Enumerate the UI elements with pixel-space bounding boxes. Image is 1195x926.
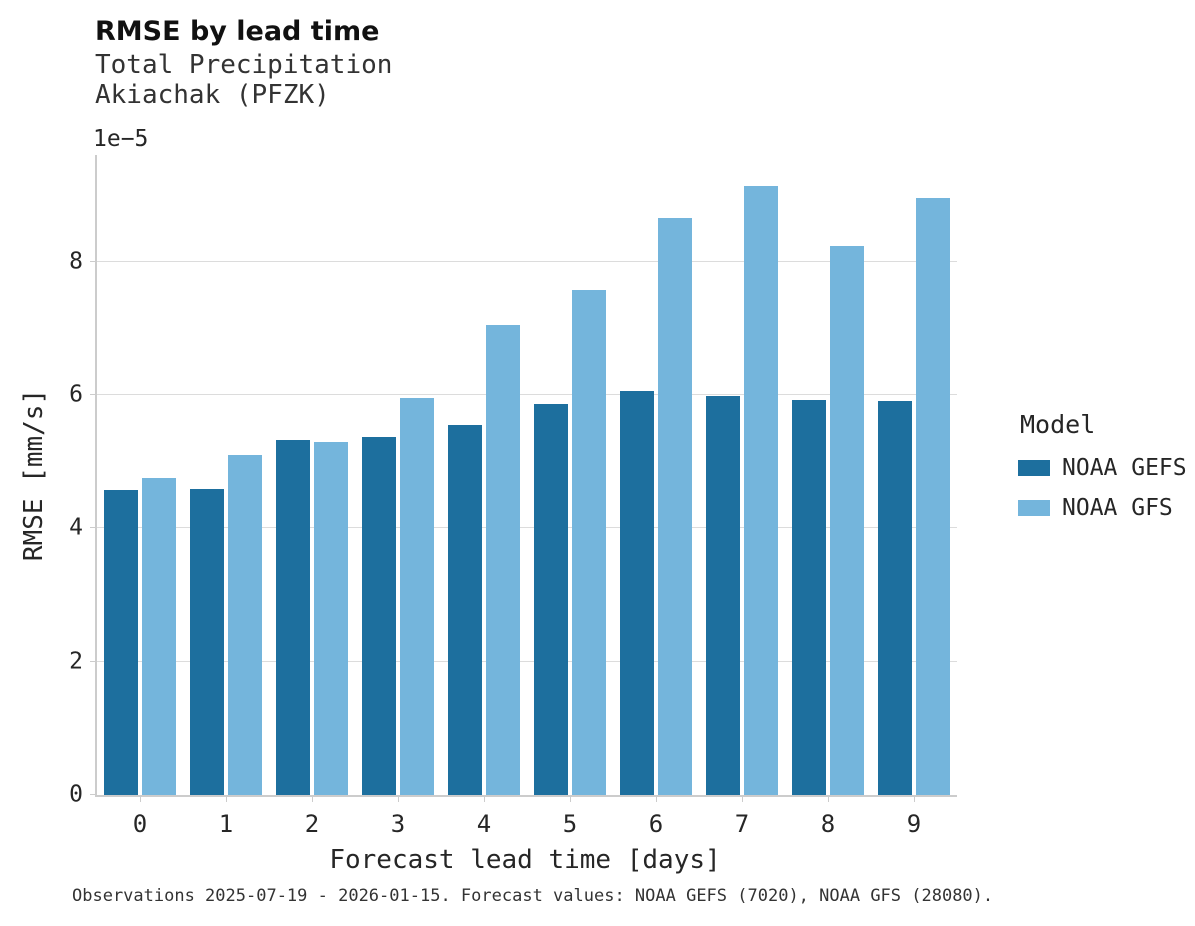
x-axis-label: Forecast lead time [days]: [329, 845, 721, 875]
x-tick-mark: [913, 795, 915, 802]
bar-group: [441, 155, 527, 795]
legend: Model NOAA GEFS NOAA GFS: [1018, 410, 1187, 535]
bar-group: [183, 155, 269, 795]
x-tick-label: 4: [476, 810, 492, 838]
y-tick-mark: [90, 660, 97, 662]
y-tick-label: 8: [69, 248, 83, 275]
plot-area: 0 1 2 3 4 5 6 7 8 9 0 2 4 6 8: [69, 155, 957, 838]
x-tick-label: 9: [906, 810, 922, 838]
x-tick-label: 6: [648, 810, 664, 838]
legend-swatch: [1018, 460, 1050, 476]
x-tick-label: 8: [820, 810, 836, 838]
chart-subtitle-variable: Total Precipitation: [95, 50, 393, 80]
x-tick-label: 2: [304, 810, 320, 838]
bar-noaa-gefs: [190, 489, 224, 795]
gridline: [97, 527, 957, 529]
y-tick-mark: [90, 527, 97, 529]
bar-noaa-gefs: [448, 425, 482, 795]
bar-noaa-gefs: [534, 403, 568, 795]
y-tick-label: 6: [69, 381, 83, 408]
chart-title: RMSE by lead time: [95, 16, 380, 47]
x-tick-cell: 6: [613, 795, 699, 838]
legend-label: NOAA GEFS: [1062, 455, 1187, 481]
x-tick-cell: 1: [183, 795, 269, 838]
y-tick-mark: [90, 794, 97, 795]
bar-group: [699, 155, 785, 795]
bar-group: [269, 155, 355, 795]
legend-label: NOAA GFS: [1062, 495, 1173, 521]
x-tick-cell: 3: [355, 795, 441, 838]
legend-entries: NOAA GEFS NOAA GFS: [1018, 455, 1187, 521]
bar-noaa-gefs: [878, 401, 912, 795]
bar-noaa-gfs: [916, 198, 950, 795]
bar-noaa-gfs: [142, 477, 176, 795]
y-tick-mark: [90, 394, 97, 395]
caption-text: Observations 2025-07-19 - 2026-01-15. Fo…: [72, 886, 994, 906]
bar-noaa-gefs: [620, 391, 654, 795]
x-tick-cell: 4: [441, 795, 527, 838]
bar-noaa-gfs: [744, 186, 778, 795]
x-tick-row: 0 1 2 3 4 5 6 7 8 9: [97, 795, 957, 838]
bar-noaa-gfs: [572, 289, 606, 795]
bar-noaa-gefs: [276, 439, 310, 795]
x-tick-cell: 9: [871, 795, 957, 838]
bar-group: [613, 155, 699, 795]
bar-noaa-gfs: [314, 441, 348, 795]
x-tick-label: 1: [218, 810, 234, 838]
x-tick-mark: [655, 795, 657, 802]
bar-noaa-gfs: [486, 325, 520, 795]
x-tick-cell: 7: [699, 795, 785, 838]
bar-noaa-gefs: [792, 399, 826, 795]
x-tick-mark: [741, 795, 743, 802]
bar-group: [97, 155, 183, 795]
x-tick-mark: [311, 795, 313, 802]
bar-group: [785, 155, 871, 795]
x-tick-label: 3: [390, 810, 406, 838]
bar-group: [527, 155, 613, 795]
bar-noaa-gefs: [362, 437, 396, 795]
legend-title: Model: [1020, 410, 1096, 439]
gridline: [97, 394, 957, 395]
gridline: [97, 260, 957, 262]
x-tick-cell: 0: [97, 795, 183, 838]
bar-group: [355, 155, 441, 795]
bar-noaa-gfs: [658, 217, 692, 795]
bar-noaa-gefs: [104, 489, 138, 795]
legend-entry: NOAA GEFS: [1018, 455, 1187, 481]
x-tick-mark: [483, 795, 485, 802]
chart-subtitle-station: Akiachak (PFZK): [95, 80, 330, 110]
x-tick-cell: 8: [785, 795, 871, 838]
x-tick-label: 7: [734, 810, 750, 838]
x-tick-mark: [225, 795, 227, 802]
legend-entry: NOAA GFS: [1018, 495, 1187, 521]
x-tick-mark: [397, 795, 399, 802]
bar-noaa-gfs: [830, 246, 864, 795]
x-tick-mark: [569, 795, 571, 802]
gridline: [97, 660, 957, 662]
bar-group: [871, 155, 957, 795]
x-tick-label: 5: [562, 810, 578, 838]
x-tick-mark: [139, 795, 141, 802]
x-tick-cell: 2: [269, 795, 355, 838]
y-axis-offset-text: 1e−5: [93, 126, 149, 152]
x-tick-mark: [827, 795, 829, 802]
y-axis-label: RMSE [mm/s]: [19, 388, 49, 562]
y-tick-mark: [90, 260, 97, 262]
y-tick-label: 2: [69, 648, 83, 675]
bar-noaa-gefs: [706, 395, 740, 795]
legend-swatch: [1018, 500, 1050, 516]
bar-noaa-gfs: [400, 397, 434, 795]
bars-container: [97, 155, 957, 795]
x-tick-cell: 5: [527, 795, 613, 838]
y-tick-label: 4: [69, 514, 83, 541]
bar-noaa-gfs: [228, 455, 262, 795]
x-tick-label: 0: [132, 810, 148, 838]
y-tick-label: 0: [69, 781, 83, 808]
